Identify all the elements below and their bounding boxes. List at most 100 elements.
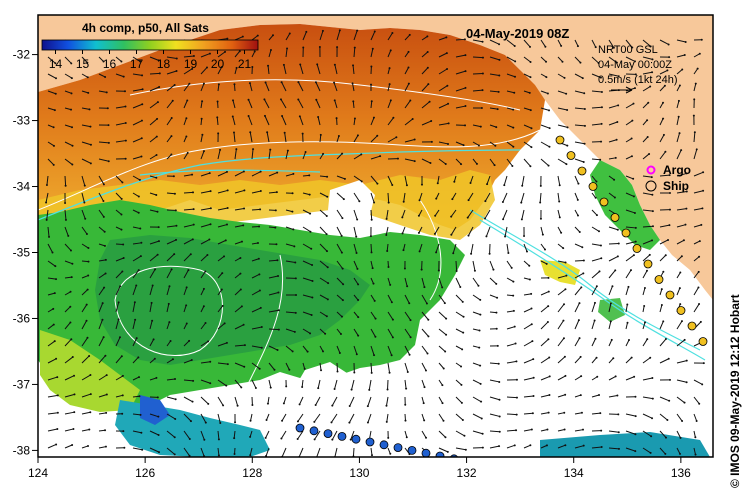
current-vector	[149, 56, 159, 61]
current-vector	[557, 375, 566, 381]
current-vector-head	[137, 211, 140, 214]
current-vector-head	[103, 244, 106, 247]
current-vector	[540, 260, 547, 265]
current-vector-head	[258, 289, 261, 292]
current-vector	[676, 116, 680, 126]
current-vector	[591, 106, 602, 109]
current-vector	[502, 192, 508, 203]
current-vector	[47, 324, 55, 330]
current-vector	[183, 55, 194, 58]
current-vector-head	[249, 419, 252, 422]
current-vector	[642, 430, 652, 437]
current-vector-head	[507, 252, 510, 255]
current-vector-head	[648, 253, 651, 256]
current-vector-head	[89, 393, 92, 396]
current-vector	[301, 379, 304, 388]
current-vector-head	[528, 91, 531, 94]
current-vector	[421, 101, 430, 109]
current-vector-head	[170, 117, 173, 120]
current-vector-head	[609, 302, 612, 305]
current-vector	[625, 376, 635, 381]
current-vector-head	[664, 436, 667, 439]
current-vector-head	[616, 255, 619, 258]
current-vector-head	[407, 82, 410, 85]
current-vector-head	[355, 353, 358, 356]
current-vector	[435, 192, 440, 199]
current-vector-head	[562, 319, 565, 322]
current-vector	[98, 192, 104, 202]
current-vector	[353, 209, 358, 220]
current-vector	[591, 257, 602, 262]
current-vector	[472, 294, 481, 301]
current-vector-head	[54, 265, 57, 268]
current-vector	[166, 321, 170, 330]
ship-marker	[393, 443, 403, 453]
current-vector-head	[548, 375, 551, 378]
current-vector-head	[326, 266, 329, 269]
current-vector	[249, 83, 253, 92]
current-vector-head	[583, 142, 586, 145]
current-vector-head	[117, 301, 120, 304]
current-vector-head	[422, 402, 425, 405]
current-vector-head	[684, 41, 687, 44]
current-vector	[149, 377, 157, 381]
current-vector-head	[118, 336, 121, 339]
current-vector	[489, 396, 500, 401]
current-vector-head	[626, 303, 629, 306]
current-vector-head	[376, 134, 379, 137]
current-vector-head	[403, 267, 406, 270]
current-vector-head	[396, 157, 399, 160]
current-vector	[503, 175, 508, 186]
current-vector	[506, 243, 509, 254]
current-vector	[353, 175, 362, 182]
longitude-axis: 124 126 128 130 132 134 136	[28, 457, 691, 480]
current-vector-head	[389, 99, 392, 102]
current-vector	[183, 208, 194, 211]
current-vector-head	[583, 107, 586, 110]
current-vector-head	[216, 100, 219, 103]
current-vector-head	[376, 182, 379, 185]
current-vector-head	[353, 46, 356, 49]
current-vector-head	[349, 438, 352, 441]
current-vector	[353, 243, 358, 254]
current-vector	[81, 260, 89, 263]
current-vector-head	[170, 153, 173, 156]
current-vector-head	[174, 398, 177, 401]
current-vector-head	[513, 45, 516, 48]
current-vector	[353, 311, 359, 318]
current-vectors	[45, 29, 705, 457]
current-vector	[385, 226, 389, 236]
current-vector-head	[357, 299, 360, 302]
current-vector	[625, 103, 634, 109]
current-vector-head	[668, 174, 671, 177]
current-vector	[166, 84, 175, 92]
current-vector-head	[502, 218, 505, 221]
current-vector	[47, 226, 50, 237]
current-vector	[486, 175, 491, 185]
current-vector-head	[69, 305, 72, 308]
current-vector	[608, 270, 616, 279]
current-vector	[98, 429, 106, 432]
current-vector-head	[683, 338, 686, 341]
current-vector-head	[325, 233, 328, 236]
current-vector-head	[105, 91, 108, 94]
current-vector-head	[564, 261, 567, 264]
current-vector	[370, 260, 374, 269]
current-vector	[217, 342, 228, 347]
current-vector-head	[560, 231, 563, 234]
current-vector	[234, 344, 245, 347]
current-vector	[625, 304, 628, 313]
current-vector-head	[492, 268, 495, 271]
current-vector	[608, 357, 614, 364]
current-vector	[540, 73, 547, 78]
current-vector-head	[699, 320, 702, 323]
current-vector-head	[662, 101, 665, 104]
current-vector	[248, 115, 253, 126]
current-vector	[350, 430, 355, 440]
current-vector-head	[209, 360, 212, 363]
current-vector-head	[87, 247, 90, 250]
current-vector-head	[660, 304, 663, 307]
current-vector-head	[326, 195, 329, 198]
current-vector-head	[404, 419, 407, 422]
current-vector	[574, 272, 584, 279]
